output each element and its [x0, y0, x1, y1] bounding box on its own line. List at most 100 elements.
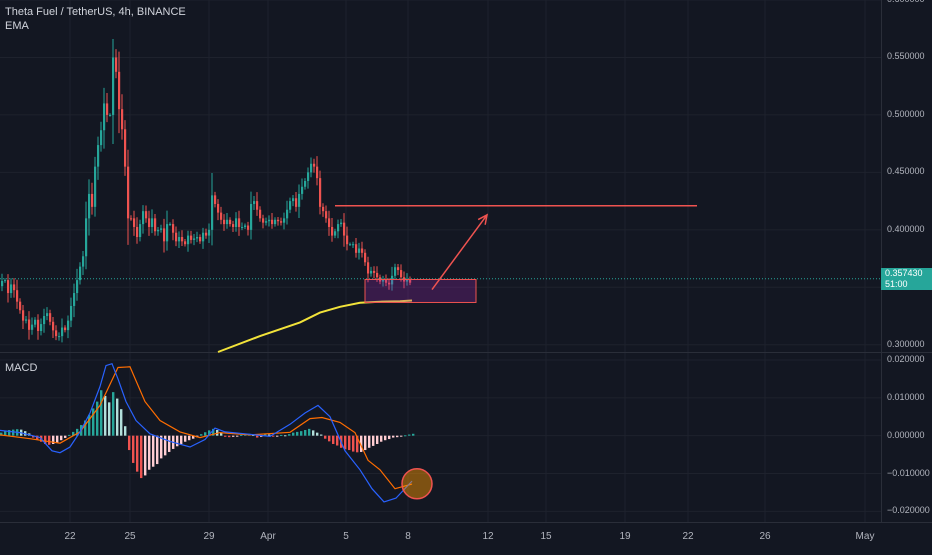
candle-body — [250, 203, 253, 230]
macd-histogram-bar — [72, 431, 75, 436]
macd-histogram-bar — [108, 402, 111, 436]
macd-histogram-bar — [296, 431, 299, 436]
candle-body — [346, 235, 349, 245]
candle-body — [229, 219, 232, 225]
time-axis-tick-label: 19 — [619, 531, 631, 542]
last-price-tag: 0.357430 51:00 — [881, 268, 932, 290]
macd-line — [0, 362, 413, 503]
candle-body — [82, 256, 85, 267]
candle-body — [49, 313, 52, 322]
time-axis-tick-label: 8 — [405, 531, 411, 542]
ema-line — [217, 299, 413, 353]
candle-body — [25, 319, 28, 321]
candle-body — [319, 178, 322, 207]
macd-histogram-bar — [32, 435, 35, 438]
price-axis-tick-label: 0.400000 — [887, 223, 925, 234]
candle-body — [148, 218, 151, 227]
macd-histogram-bar — [92, 408, 95, 436]
macd-histogram-bar — [284, 435, 287, 437]
candle-body — [97, 145, 100, 167]
candle-body — [4, 280, 7, 282]
macd-histogram-bar — [84, 420, 87, 436]
macd-histogram-bar — [88, 414, 91, 436]
macd-histogram-bar — [188, 435, 191, 441]
candle-body — [91, 193, 94, 207]
candle-body — [139, 224, 142, 238]
candle-body — [307, 172, 310, 181]
arrow-head — [477, 213, 489, 225]
macd-histogram-bar — [52, 435, 55, 445]
macd-histogram-bar — [228, 435, 231, 438]
macd-histogram-bar — [348, 435, 351, 451]
candle-body — [181, 237, 184, 242]
candle-body — [364, 252, 367, 263]
candle-body — [283, 218, 286, 223]
candle-body — [274, 219, 277, 225]
candle-body — [28, 319, 31, 330]
macd-histogram-bar — [388, 435, 391, 440]
candle-body — [196, 237, 199, 239]
candle-body — [16, 290, 19, 302]
candle-body — [316, 166, 319, 179]
macd-histogram-bar — [368, 435, 371, 448]
candle-body — [295, 198, 298, 207]
macd-histogram-bar — [352, 435, 355, 452]
macd-axis-tick-label: 0.000000 — [887, 429, 925, 440]
macd-histogram-bar — [268, 434, 271, 436]
candle-body — [310, 163, 313, 173]
candle-body — [355, 244, 358, 253]
candle-body — [190, 235, 193, 240]
macd-histogram-bar — [120, 409, 123, 436]
macd-histogram-bar — [360, 435, 363, 452]
candle-body — [13, 284, 16, 291]
candle-body — [31, 324, 34, 330]
macd-histogram-bar — [312, 430, 315, 436]
candle-body — [337, 224, 340, 232]
candle-body — [238, 218, 241, 227]
candle-body — [292, 198, 295, 202]
candle-body — [61, 327, 64, 337]
candle-body — [112, 57, 115, 115]
macd-histogram-bar — [176, 435, 179, 447]
macd-histogram-bar — [8, 429, 11, 436]
candle-body — [34, 319, 37, 325]
candle-body — [328, 218, 331, 227]
price-axis-tick-label: 0.600000 — [887, 0, 932, 4]
macd-histogram-bar — [380, 435, 383, 442]
candle-body — [151, 218, 154, 227]
time-axis-tick-label: 29 — [203, 531, 215, 542]
macd-histogram-bar — [372, 435, 375, 446]
macd-histogram-bar — [96, 401, 99, 436]
macd-histogram-bar — [260, 435, 263, 437]
macd-histogram-bar — [392, 435, 395, 438]
candle-body — [184, 241, 187, 245]
macd-histogram-bar — [192, 435, 195, 439]
candle-body — [352, 244, 355, 246]
support-zone-box — [364, 278, 477, 303]
macd-histogram-bar — [224, 435, 227, 437]
candle-body — [187, 235, 190, 245]
candle-body — [286, 209, 289, 219]
candle-body — [265, 221, 268, 223]
candle-body — [37, 319, 40, 331]
macd-histogram-bar — [116, 398, 119, 436]
time-axis-tick-label: 26 — [759, 531, 771, 542]
macd-histogram-bar — [36, 435, 39, 440]
candle-body — [376, 272, 379, 278]
candle-body — [280, 221, 283, 223]
candle-body — [121, 109, 124, 130]
candle-body — [211, 195, 214, 230]
macd-histogram-bar — [280, 434, 283, 436]
macd-axis-tick-label: 0.020000 — [887, 353, 925, 364]
candle-body — [220, 212, 223, 220]
macd-histogram-bar — [364, 435, 367, 451]
candle-body — [334, 231, 337, 236]
macd-histogram-bar — [144, 435, 147, 476]
candle-body — [301, 186, 304, 194]
time-axis-tick-label: 25 — [124, 531, 136, 542]
candle-body — [22, 310, 25, 321]
candle-body — [235, 218, 238, 227]
macd-histogram-bar — [328, 435, 331, 442]
candle-body — [193, 238, 196, 240]
macd-histogram-bar — [308, 428, 311, 436]
